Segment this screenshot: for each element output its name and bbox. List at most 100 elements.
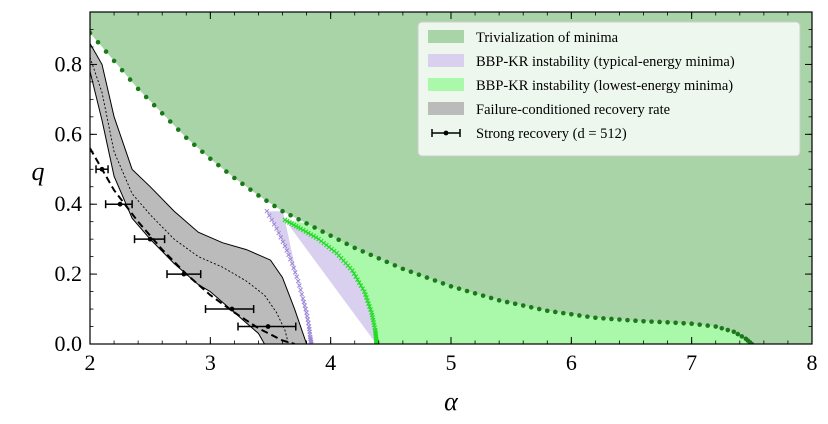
trivialization-boundary-dot xyxy=(585,314,590,319)
x-tick-label: 8 xyxy=(807,350,818,375)
trivialization-boundary-dot xyxy=(408,269,414,275)
typical-boundary-marker xyxy=(304,310,309,315)
failure-band-lower-edge xyxy=(90,71,265,344)
typical-boundary-marker xyxy=(266,213,272,218)
typical-boundary-marker xyxy=(276,230,281,236)
trivialization-boundary-dot xyxy=(328,233,333,238)
lowest-boundary-marker xyxy=(367,304,372,309)
trivialization-boundary-dot xyxy=(280,208,285,214)
typical-boundary-marker xyxy=(286,252,291,258)
trivialization-boundary-dot xyxy=(368,252,374,258)
trivialization-boundary-dot xyxy=(432,278,438,283)
trivialization-boundary-dot xyxy=(296,217,301,222)
trivialization-boundary-dot xyxy=(111,58,117,64)
lowest-boundary-marker xyxy=(282,217,288,223)
trivialization-boundary-dot xyxy=(440,281,446,286)
y-tick-label: 0.4 xyxy=(55,191,83,216)
strong-recovery-point xyxy=(229,306,235,312)
y-tick-label: 0.8 xyxy=(55,51,83,76)
trivialization-boundary-dot xyxy=(641,318,646,324)
typical-boundary-marker xyxy=(304,313,310,319)
trivialization-boundary-dot xyxy=(649,319,654,324)
failure-median-line xyxy=(90,57,289,344)
trivialization-boundary-dot xyxy=(536,306,542,312)
lowest-boundary-marker xyxy=(313,235,319,241)
strong-recovery-point xyxy=(265,324,271,329)
strong-recovery-point xyxy=(181,271,187,277)
trivialization-boundary-dot xyxy=(119,67,125,73)
trivialization-boundary-dot xyxy=(208,156,213,162)
trivialization-boundary-dot xyxy=(725,327,731,333)
trivialization-boundary-dot xyxy=(731,329,737,335)
trivialization-boundary-dot xyxy=(95,39,101,45)
lowest-boundary-marker xyxy=(349,268,355,273)
typical-boundary-marker xyxy=(297,283,302,288)
trivialization-boundary-dot xyxy=(151,102,157,108)
trivialization-boundary-dot xyxy=(609,316,614,322)
typical-boundary-marker xyxy=(271,221,277,227)
typical-boundary-marker xyxy=(294,274,300,280)
lowest-boundary-marker xyxy=(300,227,306,233)
trivialization-boundary-dot xyxy=(617,317,622,322)
trivialization-boundary-dot xyxy=(336,237,341,243)
failure-band-upper-edge xyxy=(90,43,308,344)
lowest-boundary-marker xyxy=(353,274,359,279)
typical-boundary-marker xyxy=(309,341,314,344)
typical-boundary-marker xyxy=(300,296,306,301)
trivialization-boundary-dot xyxy=(256,193,261,198)
typical-boundary-marker xyxy=(299,291,305,297)
typical-boundary-marker xyxy=(303,306,309,312)
trivialization-boundary-dot xyxy=(713,324,719,329)
y-tick-label: 0.2 xyxy=(55,261,83,286)
trivialization-boundary-dot xyxy=(665,320,670,325)
lowest-boundary-marker xyxy=(293,223,299,229)
lowest-boundary-marker xyxy=(311,233,316,239)
lowest-boundary-marker xyxy=(368,307,373,312)
lowest-boundary-marker xyxy=(303,229,309,235)
trivialization-boundary-dot xyxy=(673,320,678,326)
trivialization-boundary-dot xyxy=(352,245,358,251)
lowest-boundary-marker xyxy=(363,292,368,297)
trivialization-boundary-dot xyxy=(272,203,277,209)
legend-label: BBP-KR instability (lowest-energy minima… xyxy=(476,78,733,94)
trivialization-boundary-dot xyxy=(175,127,181,132)
lowest-boundary-marker xyxy=(305,230,311,236)
trivialization-boundary-dot xyxy=(127,77,133,82)
trivialization-boundary-dot xyxy=(456,286,462,291)
trivialization-boundary-dot xyxy=(480,293,486,298)
strong-recovery-point xyxy=(147,236,153,242)
trivialization-boundary-dot xyxy=(200,149,205,155)
typical-boundary-marker xyxy=(295,278,301,284)
typical-boundary-marker xyxy=(284,248,290,253)
trivialization-boundary-dot xyxy=(719,325,725,331)
lowest-boundary-marker xyxy=(356,280,362,285)
trivialization-boundary-dot xyxy=(248,187,253,192)
trivialization-boundary-dot xyxy=(735,331,741,337)
dashed-fit-line xyxy=(90,147,295,344)
lowest-boundary-marker xyxy=(295,225,301,230)
trivialization-boundary-dot xyxy=(103,49,109,54)
typical-boundary-marker xyxy=(306,320,311,326)
typical-boundary-marker xyxy=(292,270,298,275)
trivialization-boundary-dot xyxy=(472,291,478,296)
legend-swatch xyxy=(428,54,464,67)
x-tick-label: 6 xyxy=(566,350,577,375)
trivialization-boundary-dot xyxy=(344,241,350,247)
trivialization-boundary-dot xyxy=(224,169,229,174)
typical-boundary-marker xyxy=(274,226,279,232)
lowest-boundary-marker xyxy=(291,222,297,228)
legend-swatch xyxy=(428,30,464,43)
typical-boundary-marker xyxy=(264,208,270,214)
trivialization-boundary-dot xyxy=(512,301,518,307)
lowest-boundary-marker xyxy=(351,271,357,276)
trivialization-boundary-dot xyxy=(464,288,470,294)
trivialization-boundary-dot xyxy=(528,305,534,310)
strong-recovery-point xyxy=(99,166,105,172)
typical-boundary-marker xyxy=(269,217,275,223)
trivialization-boundary-dot xyxy=(232,175,237,181)
lowest-boundary-marker xyxy=(284,218,290,224)
plot-frame xyxy=(89,11,813,345)
trivialization-boundary-dot xyxy=(577,313,582,318)
lowest-boundary-marker xyxy=(361,289,367,294)
trivialization-boundary-dot xyxy=(312,225,317,230)
